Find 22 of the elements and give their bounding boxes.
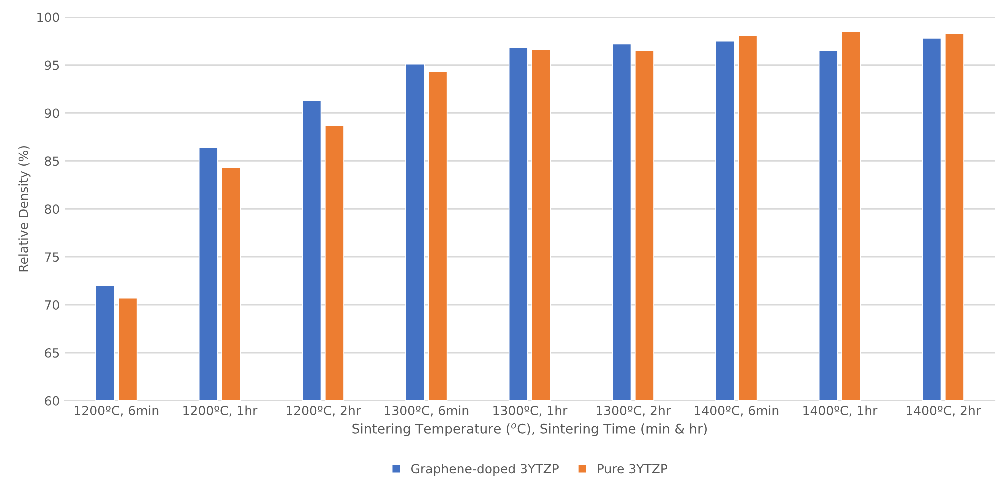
- y-tick-label: 65: [45, 348, 60, 358]
- x-tick-label: 1400ºC, 6min: [695, 406, 779, 417]
- legend-label: Graphene-doped 3YTZP: [411, 464, 559, 476]
- x-tick-label: 1200ºC, 2hr: [287, 406, 362, 417]
- y-tick-label: 60: [45, 396, 60, 406]
- x-tick-label: 1200ºC, 1hr: [184, 406, 258, 417]
- x-axis-title: Sintering Temperature ($^{o}$C), Sintering Time (min & hr): [352, 423, 707, 436]
- y-tick-label: 100: [38, 12, 60, 22]
- x-tick-label: 1200ºC, 6min: [75, 406, 159, 417]
- y-tick-label: 70: [45, 300, 60, 310]
- x-tick-label: 1300ºC, 1hr: [494, 406, 568, 417]
- y-tick-label: 75: [45, 252, 60, 262]
- y-tick-label: 90: [45, 108, 60, 118]
- y-tick-label: 80: [45, 204, 60, 214]
- x-tick-label: 1300ºC, 6min: [385, 406, 469, 417]
- y-tick-label: 95: [45, 60, 60, 70]
- x-tick-label: 1300ºC, 2hr: [597, 406, 672, 417]
- x-tick-label: 1400ºC, 2hr: [907, 406, 982, 417]
- x-tick-label: 1400ºC, 1hr: [804, 406, 878, 417]
- legend-label: Pure 3YTZP: [598, 464, 668, 474]
- y-tick-label: 85: [45, 156, 60, 166]
- y-axis-title: Relative Density (%): [18, 146, 31, 272]
